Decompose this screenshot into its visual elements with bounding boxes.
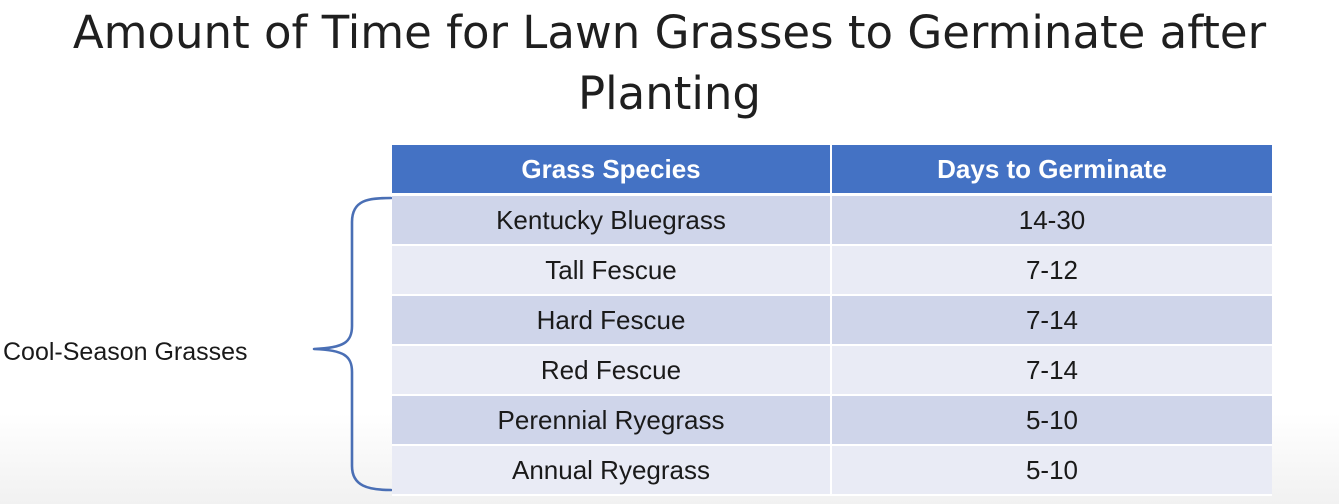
species-cell: Hard Fescue (392, 295, 832, 346)
germination-table-container: Grass Species Days to Germinate Kentucky… (392, 145, 1272, 496)
germination-table: Grass Species Days to Germinate Kentucky… (392, 145, 1272, 496)
days-cell: 7-12 (831, 245, 1272, 296)
table-row: Tall Fescue 7-12 (392, 245, 1272, 296)
species-cell: Perennial Ryegrass (392, 395, 832, 446)
table-row: Red Fescue 7-14 (392, 345, 1272, 396)
slide-title: Amount of Time for Lawn Grasses to Germi… (72, 6, 1267, 120)
header-days-to-germinate: Days to Germinate (831, 145, 1272, 196)
species-cell: Annual Ryegrass (392, 445, 832, 496)
table-row: Kentucky Bluegrass 14-30 (392, 194, 1272, 246)
days-cell: 5-10 (831, 445, 1272, 496)
days-cell: 14-30 (831, 194, 1272, 246)
table-row: Hard Fescue 7-14 (392, 295, 1272, 346)
days-cell: 5-10 (831, 395, 1272, 446)
days-cell: 7-14 (831, 345, 1272, 396)
species-cell: Tall Fescue (392, 245, 832, 296)
species-cell: Kentucky Bluegrass (392, 194, 832, 246)
table-row: Annual Ryegrass 5-10 (392, 445, 1272, 496)
group-label: Cool-Season Grasses (3, 338, 248, 366)
days-cell: 7-14 (831, 295, 1272, 346)
table-header-row: Grass Species Days to Germinate (392, 145, 1272, 196)
species-cell: Red Fescue (392, 345, 832, 396)
curly-brace-icon (312, 196, 393, 492)
header-grass-species: Grass Species (392, 145, 832, 196)
table-row: Perennial Ryegrass 5-10 (392, 395, 1272, 446)
